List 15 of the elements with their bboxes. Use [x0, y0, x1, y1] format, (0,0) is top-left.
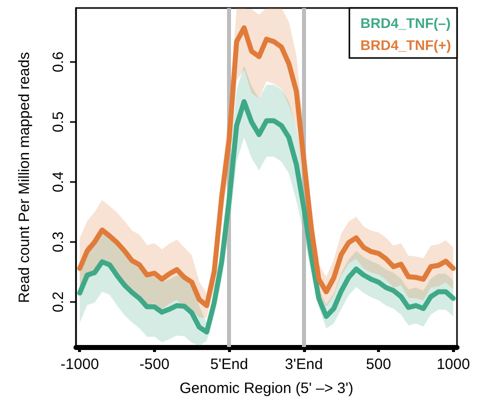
x-tick-label: 1000 — [436, 356, 470, 373]
y-tick-label: 0.5 — [50, 112, 67, 132]
text: BRD4_TNF(+) — [360, 37, 452, 53]
x-tick-label: 500 — [366, 356, 392, 373]
x-tick-label: -500 — [139, 356, 170, 373]
x-tick-label: 5'End — [210, 356, 248, 373]
y-tick-label: 0.6 — [50, 52, 67, 72]
y-axis-title: Read count Per Million mapped reads — [16, 52, 33, 303]
x-axis-title: Genomic Region (5' –> 3') — [180, 380, 354, 397]
text: BRD4_TNF(–) — [360, 15, 451, 31]
x-tick-label: 3'End — [284, 356, 323, 373]
x-tick-label: -1000 — [60, 356, 99, 373]
y-tick-label: 0.3 — [50, 232, 67, 252]
y-tick-label: 0.4 — [50, 172, 67, 192]
y-tick-label: 0.2 — [50, 292, 67, 312]
